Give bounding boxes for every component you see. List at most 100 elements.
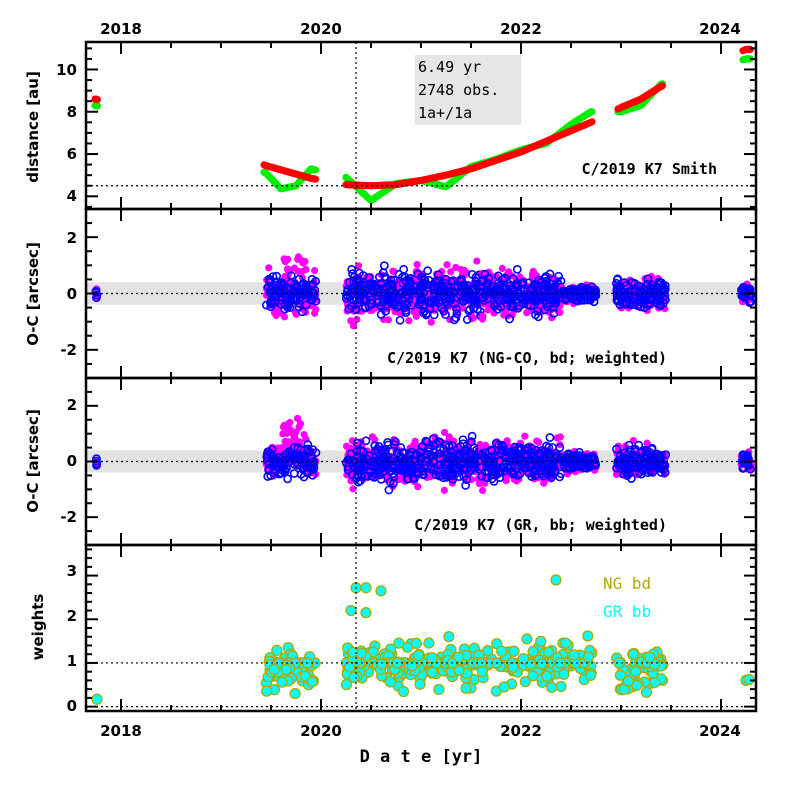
ra-residual-point [404,465,414,475]
ra-residual-point [557,288,567,298]
weight-point [517,652,530,665]
dec-residual-point [548,314,556,322]
ra-residual-point [265,276,275,285]
dec-residual-point [290,264,299,272]
distance-y-axis-title: distance [au] [24,71,42,183]
ra-residual-point [352,447,362,456]
dec-residual-point [349,485,357,493]
geocentric-distance-point [312,166,320,174]
weight-point [276,676,288,688]
ra-residual-point [483,278,493,288]
heliocentric-distance-point [93,96,101,104]
ra-residual-point [451,313,461,323]
weight-point [640,686,653,699]
distance-y-tick-4: 4 [67,187,77,205]
ra-residual-point [274,459,284,469]
ra-residual-point [289,469,299,478]
weight-point [555,680,567,693]
gr-panel-title: C/2019 K7 (GR, bb; weighted) [414,516,667,534]
ra-residual-point [413,269,423,279]
weight-point [568,649,580,661]
ng-panel-title: C/2019 K7 (NG-CO, bd; weighted) [387,349,667,367]
ra-residual-point [660,295,670,305]
ra-residual-point [352,438,362,448]
weight-point [507,661,519,673]
weight-point [541,670,553,682]
ra-residual-point [355,463,365,473]
ra-residual-point [402,290,411,300]
ra-residual-point [379,296,388,305]
weight-point [91,693,103,705]
ra-residual-point [494,283,504,293]
ra-residual-point [429,310,439,320]
ra-residual-point [432,286,442,295]
dec-residual-point [440,486,448,494]
ra-residual-point [401,308,411,317]
dec-residual-point [284,255,292,263]
ra-residual-point [303,440,313,449]
ra-residual-point [92,290,102,300]
ra-residual-point [283,474,293,484]
weight-point [340,678,353,691]
ra-residual-point [352,470,362,480]
ra-residual-point [500,273,510,283]
dec-residual-point [393,476,401,484]
ra-residual-point [389,472,399,482]
ra-residual-point [376,474,386,484]
ra-residual-point [360,294,370,304]
ra-residual-point [347,470,357,480]
ra-residual-point [549,308,559,318]
dec-residual-point [279,430,287,438]
ra-residual-point [383,440,393,450]
ra-residual-point [349,272,359,282]
ra-residual-point [396,443,406,452]
weight-point [360,582,372,594]
ra-residual-point [347,301,357,311]
dec-residual-point [478,486,487,495]
dec-residual-point [298,267,306,276]
dec-residual-point [414,483,422,491]
weight-point [546,681,558,694]
ra-residual-point [344,455,354,465]
ra-residual-point [395,315,405,325]
axes-layer [84,40,758,713]
ra-residual-point [379,261,389,271]
ra-residual-point [542,299,551,308]
ra-residual-point [656,278,666,287]
ra-residual-point [533,312,543,322]
dec-residual-point [287,427,296,435]
ra-residual-point [360,302,370,312]
distance-y-tick-8: 8 [67,103,77,121]
ra-residual-point [303,444,313,454]
ra-residual-point [266,302,276,312]
weight-point [559,637,572,649]
ra-residual-point [368,462,378,471]
weight-point [397,685,410,698]
bottom-x-tick-2022: 2022 [500,722,542,740]
ra-residual-point [579,291,589,301]
ra-residual-point [282,283,292,292]
info-box-sets: 1a+/1a [418,104,472,122]
geocentric-distance-point [588,108,596,116]
ra-residual-point [656,301,666,311]
ra-residual-point [359,280,369,290]
distance-y-tick-6: 6 [67,145,77,163]
ra-residual-point [553,278,563,288]
dec-residual-point [405,317,413,325]
ra-residual-point [263,472,273,481]
weights-y-tick-2: 2 [67,607,77,625]
ra-residual-point [443,299,453,309]
weight-point [414,678,426,690]
ra-residual-point [634,281,644,291]
weight-point [482,645,494,657]
ra-residual-point [356,446,366,456]
ra-residual-point [540,273,550,283]
ra-residual-point [544,282,554,292]
ra-residual-point [374,466,384,475]
ra-residual-point [518,278,527,287]
dec-residual-point [295,423,303,431]
weight-point [345,604,357,617]
ra-residual-point [309,464,319,473]
dec-residual-point [443,261,451,269]
ra-residual-point [376,310,386,319]
